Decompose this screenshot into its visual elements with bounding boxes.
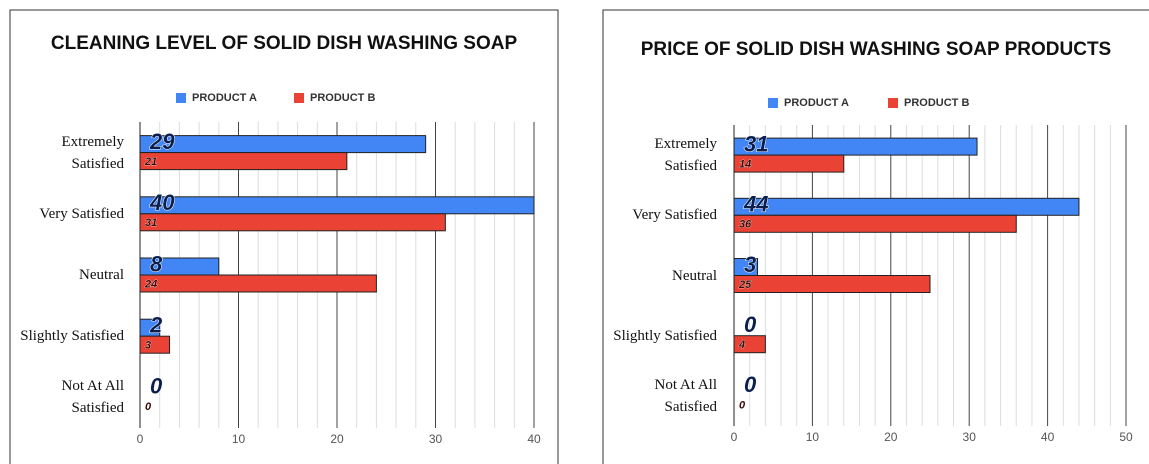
legend-swatch [888,98,898,108]
category-label: Very Satisfied [632,207,717,224]
x-tick-label: 40 [1041,430,1055,444]
category-label: Slightly Satisfied [20,328,124,345]
x-tick-label: 20 [330,432,344,446]
x-tick-label: 20 [884,430,898,444]
data-label: 29 [149,129,175,154]
x-tick-label: 0 [731,430,738,444]
data-label: 14 [739,159,751,171]
bar [733,275,931,293]
data-label: 4 [738,339,745,351]
data-label: 0 [744,372,757,397]
bar [139,274,377,293]
x-tick-label: 10 [232,432,246,446]
legend-swatch [176,93,186,103]
bar [139,196,535,215]
bar [139,213,446,232]
data-label: 3 [744,252,756,277]
x-tick-label: 0 [137,432,144,446]
chart-title: CLEANING LEVEL OF SOLID DISH WASHING SOA… [50,33,518,54]
x-tick-label: 40 [527,432,541,446]
chart-frame [602,9,1149,464]
category-label: Slightly Satisfied [613,327,717,344]
category-label: Neutral [672,267,717,284]
legend-swatch [768,98,778,108]
category-label: Not At All Satisfied [654,376,717,415]
legend-label: PRODUCT B [904,97,969,109]
data-label: 0 [150,374,163,399]
bar [139,135,427,154]
data-label: 44 [743,192,768,217]
legend-label: PRODUCT A [784,97,849,109]
category-label: Extremely Satisfied [61,133,124,172]
category-label: Neutral [79,267,124,283]
x-tick-label: 10 [806,430,820,444]
category-label: Not At All Satisfied [61,378,124,417]
bar [733,197,1080,216]
x-tick-label: 50 [1119,430,1133,444]
data-label: 2 [149,313,163,338]
legend-label: PRODUCT A [192,92,257,104]
data-label: 31 [744,131,768,156]
data-label: 31 [145,217,157,229]
data-label: 24 [144,278,157,290]
data-label: 0 [739,399,746,411]
data-label: 0 [145,401,152,413]
x-tick-label: 30 [963,430,977,444]
category-label: Extremely Satisfied [654,136,717,175]
legend-label: PRODUCT B [310,92,375,104]
legend-swatch [294,93,304,103]
bar [733,137,978,156]
data-label: 36 [739,219,752,231]
data-label: 21 [144,156,157,168]
data-label: 25 [738,279,752,291]
data-label: 8 [150,251,163,276]
category-label: Very Satisfied [39,205,124,222]
data-label: 40 [149,190,175,215]
data-label: 3 [145,340,151,352]
data-label: 0 [744,312,757,337]
bar [139,152,348,171]
chart-frame [9,9,559,464]
bar [733,214,1017,233]
chart-title: PRICE OF SOLID DISH WASHING SOAP PRODUCT… [640,39,1112,60]
x-tick-label: 30 [429,432,443,446]
